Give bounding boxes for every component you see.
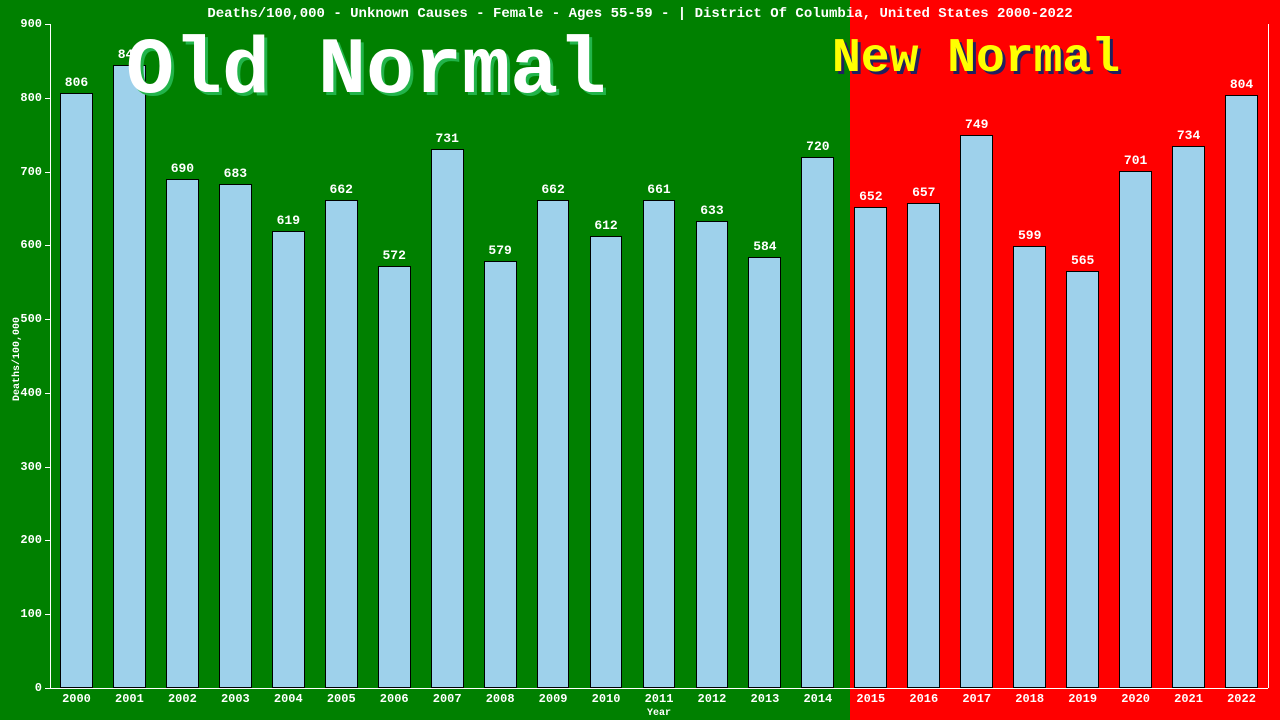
bar-value-label: 731 <box>435 131 458 146</box>
bar-value-label: 657 <box>912 185 935 200</box>
x-tick-label: 2017 <box>962 692 991 706</box>
y-tick-mark <box>45 614 50 615</box>
bar <box>378 266 411 688</box>
bar <box>272 231 305 688</box>
bar <box>166 179 199 688</box>
x-tick-label: 2004 <box>274 692 303 706</box>
x-tick-label: 2018 <box>1015 692 1044 706</box>
bar <box>1172 146 1205 688</box>
overlay-text-0: Old Normal <box>126 26 606 117</box>
bar-value-label: 652 <box>859 189 882 204</box>
y-tick-mark <box>45 98 50 99</box>
y-tick-label: 700 <box>0 165 42 179</box>
bar-value-label: 734 <box>1177 128 1200 143</box>
x-tick-label: 2012 <box>698 692 727 706</box>
bar-value-label: 720 <box>806 139 829 154</box>
x-tick-label: 2008 <box>486 692 515 706</box>
bar <box>748 257 781 688</box>
x-axis-label: Year <box>50 708 1268 719</box>
y-tick-label: 300 <box>0 460 42 474</box>
bar <box>113 65 146 688</box>
x-axis-line <box>50 688 1268 689</box>
bar-value-label: 806 <box>65 75 88 90</box>
bar-value-label: 749 <box>965 117 988 132</box>
y-tick-label: 600 <box>0 238 42 252</box>
y-tick-label: 100 <box>0 607 42 621</box>
y-tick-mark <box>45 393 50 394</box>
bar <box>1119 171 1152 688</box>
bar-value-label: 612 <box>594 218 617 233</box>
y-tick-mark <box>45 245 50 246</box>
y-tick-label: 900 <box>0 17 42 31</box>
bar-value-label: 579 <box>488 243 511 258</box>
x-tick-label: 2007 <box>433 692 462 706</box>
bar <box>219 184 252 688</box>
bar <box>1225 95 1258 688</box>
x-tick-label: 2015 <box>856 692 885 706</box>
bar <box>643 200 676 688</box>
bar <box>431 149 464 688</box>
bar-value-label: 661 <box>647 182 670 197</box>
y-tick-mark <box>45 24 50 25</box>
chart-title: Deaths/100,000 - Unknown Causes - Female… <box>0 6 1280 22</box>
bar <box>960 135 993 688</box>
bar-value-label: 584 <box>753 239 776 254</box>
x-tick-label: 2016 <box>909 692 938 706</box>
x-tick-label: 2010 <box>592 692 621 706</box>
bar <box>1066 271 1099 688</box>
bar <box>325 200 358 688</box>
x-tick-label: 2009 <box>539 692 568 706</box>
bar-value-label: 572 <box>383 248 406 263</box>
y-axis-line-right <box>1268 24 1269 688</box>
x-tick-label: 2000 <box>62 692 91 706</box>
x-tick-label: 2005 <box>327 692 356 706</box>
y-tick-mark <box>45 688 50 689</box>
bar <box>484 261 517 688</box>
bar-value-label: 662 <box>330 182 353 197</box>
bar <box>590 236 623 688</box>
overlay-text-1: New Normal <box>832 32 1120 86</box>
y-axis-line <box>50 24 51 688</box>
bar-value-label: 565 <box>1071 253 1094 268</box>
bar <box>60 93 93 688</box>
x-tick-label: 2014 <box>803 692 832 706</box>
bar-value-label: 619 <box>277 213 300 228</box>
bar-value-label: 690 <box>171 161 194 176</box>
y-tick-label: 0 <box>0 681 42 695</box>
bar-value-label: 683 <box>224 166 247 181</box>
bar-value-label: 599 <box>1018 228 1041 243</box>
bar-value-label: 662 <box>541 182 564 197</box>
bar <box>537 200 570 688</box>
y-tick-label: 200 <box>0 533 42 547</box>
x-tick-label: 2020 <box>1121 692 1150 706</box>
y-tick-mark <box>45 540 50 541</box>
x-tick-label: 2001 <box>115 692 144 706</box>
x-tick-label: 2006 <box>380 692 409 706</box>
bar <box>907 203 940 688</box>
x-tick-label: 2002 <box>168 692 197 706</box>
x-tick-label: 2022 <box>1227 692 1256 706</box>
y-axis-label: Deaths/100,000 <box>12 317 23 401</box>
bar <box>1013 246 1046 688</box>
bar <box>696 221 729 688</box>
y-tick-mark <box>45 319 50 320</box>
bar-value-label: 701 <box>1124 153 1147 168</box>
bar <box>801 157 834 688</box>
x-tick-label: 2011 <box>645 692 674 706</box>
y-tick-mark <box>45 467 50 468</box>
x-tick-label: 2003 <box>221 692 250 706</box>
bar-value-label: 804 <box>1230 77 1253 92</box>
bar-value-label: 633 <box>700 203 723 218</box>
y-tick-mark <box>45 172 50 173</box>
x-tick-label: 2021 <box>1174 692 1203 706</box>
deaths-bar-chart: Deaths/100,000 - Unknown Causes - Female… <box>0 0 1280 720</box>
x-tick-label: 2013 <box>751 692 780 706</box>
bar <box>854 207 887 688</box>
y-tick-label: 800 <box>0 91 42 105</box>
x-tick-label: 2019 <box>1068 692 1097 706</box>
